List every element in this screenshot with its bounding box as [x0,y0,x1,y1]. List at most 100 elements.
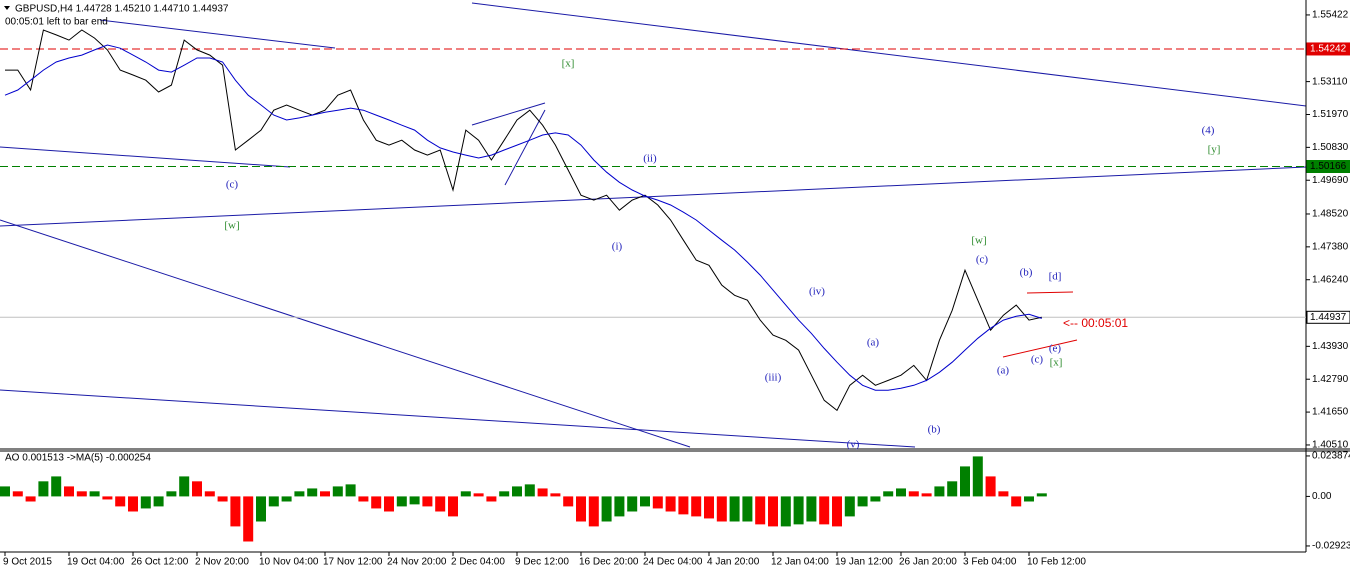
wave-label: (iii) [765,372,782,384]
y-tick-label: 1.49690 [1312,175,1349,186]
y-tick-label: -0.02923 [1312,541,1350,552]
wave-label: [w] [224,220,239,232]
ao-bar [716,496,727,522]
y-tick-label: 1.47380 [1312,241,1349,252]
x-tick-label: 16 Dec 20:00 [579,557,639,568]
ao-bar [140,496,151,509]
y-tick-label: 1.43930 [1312,341,1349,352]
wave-label: (e) [1049,343,1062,355]
y-tick-label: 1.46240 [1312,274,1349,285]
ao-bar [819,496,830,525]
y-tick-label: 1.42790 [1312,374,1349,385]
ao-bar [614,496,625,517]
wave-label: (4) [1202,125,1215,137]
ao-bar [576,496,586,522]
ao-bar [1011,496,1022,507]
moving-average [4,44,1042,391]
level-label-box [1306,310,1350,324]
ao-bar [742,496,753,522]
ao-bar [422,496,433,507]
menu-arrow[interactable] [4,6,10,10]
ao-bar [307,488,318,497]
ao-bar [448,496,458,517]
wave-label: (c) [1031,354,1044,366]
x-tick-label: 24 Nov 20:00 [387,557,447,568]
ao-bar [678,496,689,515]
x-tick-label: 3 Feb 04:00 [963,557,1017,568]
ao-bar [281,496,292,502]
ao-bar [64,486,74,497]
y-tick-label: 1.41650 [1312,407,1349,418]
ao-bar [972,456,983,497]
ao-bar [768,496,778,527]
ao-bar [1024,496,1034,502]
ao-bar [896,488,906,497]
ao-bar [640,496,650,507]
y-tick-label: 1.40510 [1312,440,1349,451]
ao-bar [806,496,817,522]
level-label: 1.54242 [1310,44,1347,55]
ao-bar [729,496,740,522]
ao-bar [960,466,970,497]
ao-bar [12,491,23,497]
ao-bar [486,496,497,502]
y-tick-label: 1.48520 [1312,209,1349,220]
ao-bar [409,496,420,505]
ao-bar [243,496,254,542]
ao-bar [256,496,266,522]
ao-bar [384,496,394,512]
ao-bar [76,491,87,497]
x-tick-label: 26 Oct 12:00 [131,557,189,568]
ao-bar [1036,493,1047,497]
wave-label: (a) [997,365,1010,377]
ao-bar [115,496,126,507]
ao-bar [793,496,804,525]
level-label: 1.50166 [1310,161,1347,172]
ao-bar [627,496,638,512]
y-tick-label: 0.023874 [1312,451,1350,462]
y-tick-label: 1.51970 [1312,109,1349,120]
x-tick-label: 9 Dec 12:00 [515,557,569,568]
ao-bar [665,496,676,512]
ao-bar [601,496,612,522]
x-tick-label: 10 Nov 04:00 [259,557,319,568]
x-tick-label: 2 Nov 20:00 [195,557,249,568]
x-tick-label: 19 Jan 12:00 [835,557,893,568]
ao-bar [563,496,574,507]
ao-bar [0,486,10,497]
level-label-box [1306,160,1350,174]
y-tick-label: 1.53110 [1312,76,1348,87]
ao-bar [704,496,714,519]
ao-bar [166,491,177,497]
ao-bar [998,491,1009,497]
ao-bar [652,496,663,509]
ao-bar [217,496,228,502]
wave-label: (c) [226,179,239,191]
y-tick-label: 0.00 [1312,491,1332,502]
ao-bar [921,493,932,497]
ao-bar [38,481,49,497]
ao-bar [883,491,894,497]
price-line [5,29,1042,412]
ao-bar [499,491,510,497]
ao-bar [179,476,190,497]
ao-bar [550,493,561,497]
x-tick-label: 4 Jan 20:00 [707,557,760,568]
x-tick-label: 26 Jan 20:00 [899,557,957,568]
ao-bar [332,486,343,497]
ao-bar [345,484,356,497]
chart-title: GBPUSD,H4 1.44728 1.45210 1.44710 1.4493… [15,4,229,15]
ao-bar [358,496,369,502]
ao-bar [780,496,791,527]
wave-label: (v) [847,439,860,451]
wave-label: [y] [1208,144,1221,156]
wave-label: [d] [1049,271,1062,283]
ao-bar [89,491,100,497]
ao-bar [102,496,113,500]
ao-bar [857,496,868,507]
indicator-title: AO 0.001513 ->MA(5) -0.000254 [5,453,151,464]
wave-label: (a) [867,337,880,349]
x-tick-label: 24 Dec 04:00 [643,557,703,568]
